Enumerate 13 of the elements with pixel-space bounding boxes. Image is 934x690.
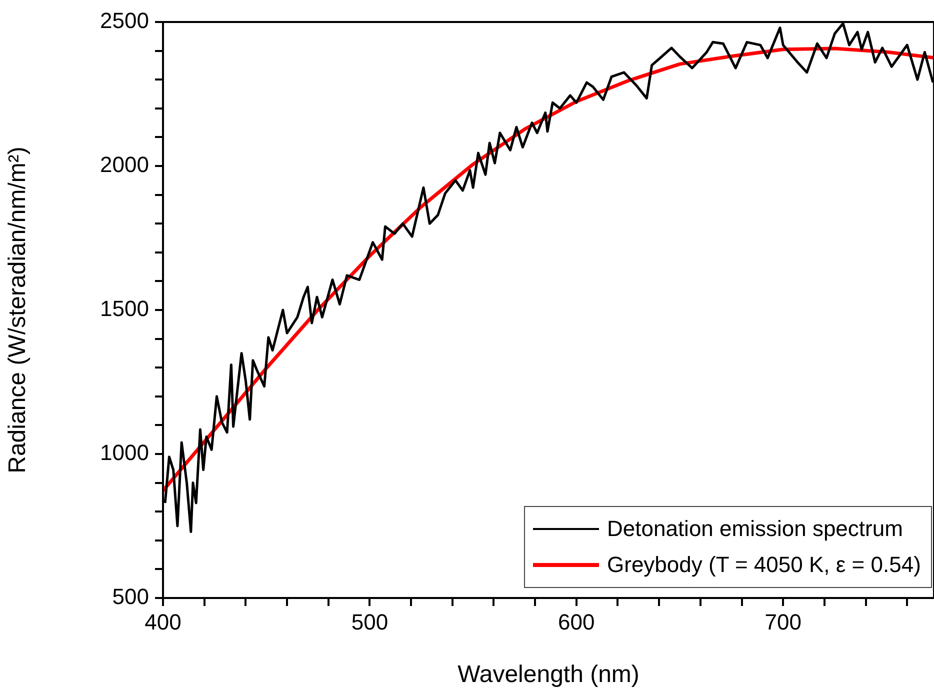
x-tick-label: 400 (144, 609, 182, 634)
x-tick-label: 700 (764, 609, 802, 634)
y-tick-label: 500 (112, 584, 149, 610)
x-tick-label: 500 (351, 609, 388, 634)
y-tick-label: 2500 (100, 8, 149, 34)
x-axis-title: Wavelength (nm) (458, 661, 640, 688)
legend-label: Greybody (T = 4050 K, ε = 0.54) (607, 551, 921, 579)
y-tick-label: 1000 (100, 440, 149, 466)
legend-label: Detonation emission spectrum (607, 515, 903, 543)
y-tick-label: 1500 (100, 296, 149, 322)
x-tick-label: 600 (558, 609, 595, 634)
y-axis-title: Radiance (W/steradian/nm/m²) (4, 146, 32, 474)
y-tick-label: 2000 (100, 152, 149, 178)
